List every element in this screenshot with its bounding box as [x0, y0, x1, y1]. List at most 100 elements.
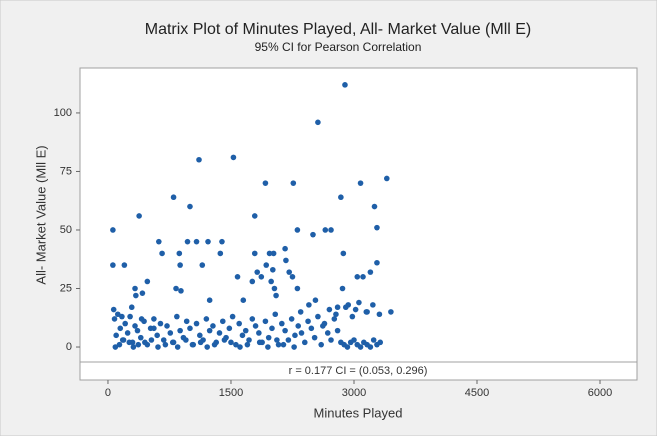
point — [374, 259, 380, 266]
point — [298, 330, 305, 336]
point — [282, 245, 288, 252]
point — [144, 278, 151, 285]
point — [301, 339, 308, 346]
point — [230, 154, 237, 161]
point — [351, 337, 357, 343]
point — [275, 341, 282, 348]
point — [205, 238, 211, 245]
point — [290, 180, 297, 186]
point — [116, 341, 123, 348]
point — [294, 227, 301, 233]
point — [249, 278, 256, 285]
point — [310, 231, 316, 238]
y-tick-label: 0 — [66, 341, 72, 353]
point — [312, 297, 319, 304]
point — [174, 313, 180, 320]
point — [352, 306, 359, 313]
x-tick-label: 0 — [105, 387, 111, 399]
point — [176, 250, 183, 257]
point — [370, 337, 377, 343]
x-axis-label: Minutes Played — [314, 405, 403, 420]
point — [356, 299, 362, 306]
point — [156, 238, 162, 245]
point — [173, 285, 179, 292]
point — [138, 316, 145, 322]
x-tick-label: 1500 — [219, 387, 243, 399]
point — [155, 344, 161, 350]
point — [236, 320, 242, 327]
point — [334, 327, 341, 334]
point — [127, 313, 133, 320]
point — [334, 304, 341, 311]
point — [263, 262, 270, 268]
point — [142, 339, 148, 346]
point — [254, 269, 261, 275]
point — [360, 273, 366, 280]
point — [210, 323, 216, 329]
point — [204, 344, 210, 350]
point — [294, 285, 301, 292]
point — [128, 304, 135, 311]
point — [292, 332, 298, 339]
point — [170, 194, 177, 201]
point — [136, 213, 142, 219]
point — [228, 339, 234, 346]
point — [262, 180, 269, 186]
point — [134, 327, 141, 334]
point — [342, 82, 348, 88]
point — [135, 341, 142, 348]
point — [115, 311, 121, 318]
point — [344, 344, 351, 350]
point — [270, 266, 276, 273]
point — [338, 194, 344, 201]
point — [110, 306, 117, 313]
point — [164, 323, 170, 329]
point — [305, 318, 311, 325]
point — [357, 180, 364, 186]
point — [318, 341, 324, 348]
point — [291, 344, 297, 350]
point — [124, 330, 131, 336]
point — [328, 227, 334, 233]
point — [283, 257, 289, 264]
point — [111, 316, 118, 322]
point — [388, 309, 394, 315]
annotation: r = 0.177 CI = (0.053, 0.296) — [289, 365, 428, 377]
point — [280, 341, 287, 348]
point — [154, 332, 160, 339]
point — [315, 313, 321, 320]
point — [354, 273, 361, 280]
point — [331, 316, 338, 322]
point — [233, 341, 239, 348]
point — [273, 292, 279, 299]
point — [370, 302, 376, 308]
point — [266, 250, 273, 257]
point — [249, 316, 256, 322]
point — [258, 273, 265, 280]
point — [242, 327, 249, 334]
point — [216, 330, 223, 336]
point — [187, 203, 193, 210]
point — [187, 325, 193, 332]
point — [110, 227, 116, 233]
point — [240, 297, 247, 304]
point — [367, 269, 374, 275]
point — [121, 262, 128, 268]
point — [177, 262, 183, 268]
point — [148, 337, 155, 343]
point — [315, 119, 321, 126]
point — [357, 344, 364, 350]
point — [262, 318, 269, 325]
point — [174, 344, 181, 350]
point — [132, 323, 138, 329]
point — [271, 285, 278, 292]
point — [197, 332, 203, 339]
point — [169, 339, 176, 346]
point — [272, 311, 279, 318]
point — [244, 341, 251, 348]
y-tick-label: 25 — [60, 282, 72, 294]
point — [320, 323, 326, 329]
point — [239, 332, 246, 339]
point — [219, 238, 225, 245]
